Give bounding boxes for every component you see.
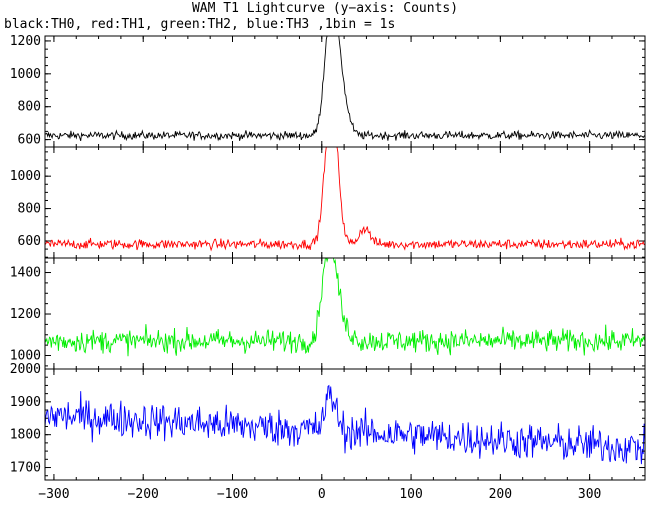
panel-th2: 1000 1200 1400: [10, 257, 646, 370]
y-tick-label: 600: [18, 234, 41, 249]
panel-th0: 600 800 1000 1200: [10, 34, 646, 148]
x-tick-label: 200: [489, 487, 512, 502]
plot-area: 6008001000120060080010001000120014001700…: [10, 34, 646, 502]
y-tick-label: 1400: [10, 266, 41, 281]
chart-subtitle: black:TH0, red:TH1, green:TH2, blue:TH3 …: [4, 17, 395, 32]
y-tick-label: 1800: [10, 428, 41, 443]
series-line-th3: [45, 384, 645, 465]
x-tick-label: −300: [38, 487, 69, 502]
x-tick-label: 0: [318, 487, 326, 502]
series-line-th1: [45, 147, 645, 252]
y-tick-label: 1200: [10, 34, 41, 49]
chart-title: WAM T1 Lightcurve (y−axis: Counts): [192, 1, 458, 16]
y-tick-label: 1700: [10, 461, 41, 476]
x-tick-label: −100: [217, 487, 248, 502]
panel-th1: 600 800 1000: [10, 146, 646, 259]
y-tick-label: 2000: [10, 362, 41, 377]
panel-frame: [44, 368, 646, 481]
y-tick-label: 1000: [10, 67, 41, 82]
x-tick-label: 100: [399, 487, 422, 502]
panel-frame: [44, 257, 646, 370]
y-tick-label: 800: [18, 202, 41, 217]
y-tick-label: 800: [18, 100, 41, 115]
y-tick-label: 1900: [10, 395, 41, 410]
series-line-th2: [45, 258, 645, 357]
x-tick-label: −200: [128, 487, 159, 502]
y-tick-label: 1000: [10, 349, 41, 364]
y-tick-label: 600: [18, 133, 41, 148]
series-line-th0: [45, 36, 645, 142]
x-tick-label: 300: [578, 487, 601, 502]
y-tick-label: 1000: [10, 169, 41, 184]
panel-th3: 1700 1800 1900 2000: [10, 362, 646, 481]
y-tick-label: 1200: [10, 307, 41, 322]
